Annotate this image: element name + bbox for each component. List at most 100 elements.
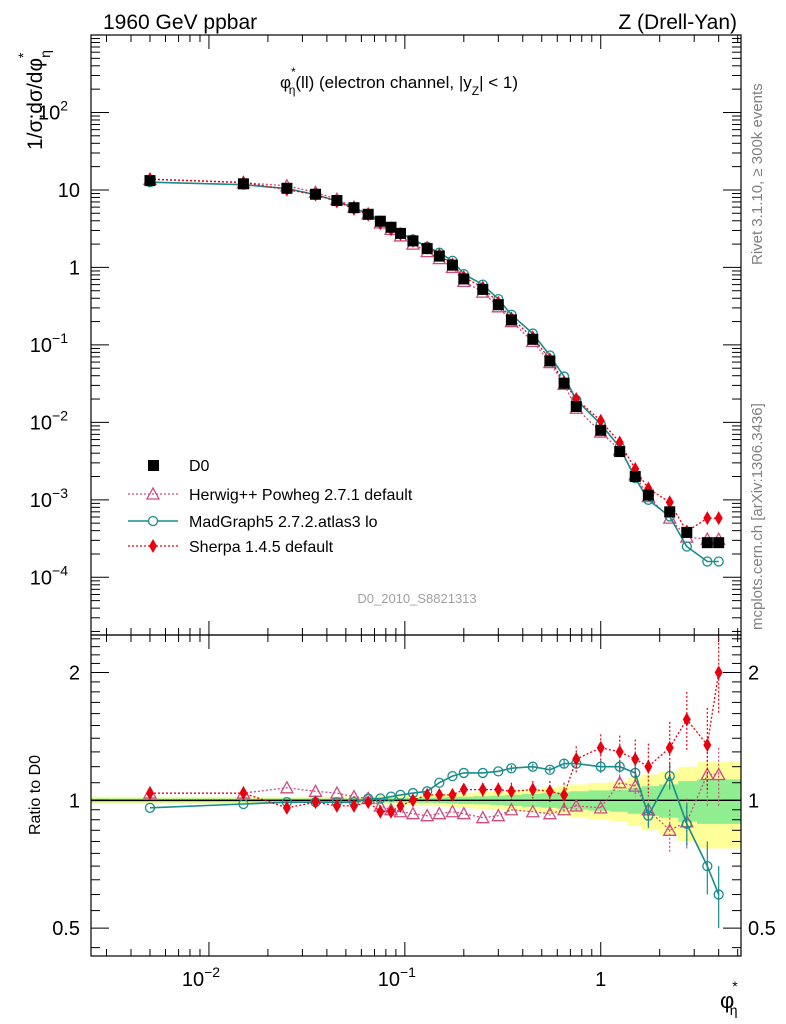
- main-point-square: [281, 182, 293, 194]
- main-point-square: [629, 471, 641, 483]
- header-left: 1960 GeV ppbar: [103, 11, 257, 34]
- ratio-y-tick-label: 2: [69, 662, 80, 684]
- ratio-point-circle: [144, 802, 156, 813]
- ratio-panel: 10−2 10−1 10.5 0.51 12 2 Ratio to D0 φ* η: [27, 634, 776, 1018]
- ratio-point-diamond: [560, 787, 569, 802]
- ratio-point-triangle: [329, 785, 344, 799]
- main-point-square: [421, 243, 433, 255]
- ratio-point-diamond: [507, 784, 516, 799]
- main-point-square: [331, 195, 343, 207]
- ratio-point-triangle: [711, 767, 726, 781]
- main-point-square: [544, 355, 556, 367]
- ratio-point-triangle: [612, 775, 627, 789]
- y-tick-label: 10−3: [30, 485, 68, 512]
- ratio-point-triangle: [569, 798, 584, 812]
- ratio-point-diamond: [311, 795, 320, 810]
- ratio-band-outer: [91, 762, 741, 849]
- ratio-point-diamond: [545, 784, 554, 799]
- rivet-label: Rivet 3.1.10, ≥ 300k events: [749, 83, 766, 265]
- main-point-square: [713, 537, 725, 549]
- ratio-point-diamond: [376, 804, 385, 819]
- ratio-point-triangle: [475, 810, 490, 824]
- ratio-point-triangle: [420, 808, 435, 822]
- main-point-square: [310, 188, 322, 200]
- main-point-square: [595, 424, 607, 436]
- legend-entry-data: D0: [148, 458, 210, 475]
- ratio-frame: [90, 634, 742, 957]
- main-point-square: [394, 227, 406, 239]
- ratio-point-circle: [614, 761, 625, 772]
- ratio-point-circle: [458, 767, 469, 779]
- main-point-square: [144, 175, 156, 187]
- ylabel-sub: η: [37, 50, 53, 58]
- main-point-square: [348, 202, 360, 214]
- y-tick-label: 10: [58, 180, 80, 202]
- y-tick-exp: −1: [52, 330, 68, 346]
- ratio-y-tick-label: 1: [69, 790, 80, 812]
- ratio-y-tick-label-right: 1: [748, 790, 759, 812]
- analysis-id: D0_2010_S8821313: [357, 591, 476, 606]
- title-rest: (ll) (electron channel, |y: [295, 73, 472, 92]
- main-point-square: [385, 221, 397, 233]
- main-title: φ* η(ll) (electron channel, |yZ| < 1): [280, 65, 518, 98]
- title-sub: η: [289, 83, 296, 97]
- ratio-y-tick-label-right: 2: [748, 662, 759, 684]
- main-point-square: [446, 259, 458, 271]
- ratio-point-diamond: [459, 782, 468, 797]
- ratio-point-diamond: [349, 798, 358, 813]
- ratio-point-triangle: [542, 806, 557, 820]
- ratio-point-diamond: [364, 795, 373, 810]
- header-right: Z (Drell-Yan): [618, 11, 737, 34]
- ratio-point-diamond: [631, 752, 640, 767]
- ratio-point-circle: [713, 889, 724, 900]
- ratio-point-circle: [643, 810, 654, 821]
- legend-label-herwig: Herwig++ Powheg 2.7.1 default: [189, 487, 413, 504]
- ratio-point-diamond: [528, 782, 537, 797]
- main-point-triangle: [662, 510, 677, 524]
- ratio-axis-ticks: 10−2 10−1 10.5 0.51 12 2: [52, 635, 776, 991]
- legend-marker-diamond: [149, 539, 157, 553]
- legend: D0 Herwig++ Powheg 2.7.1 default MadGrap…: [128, 458, 413, 556]
- y-tick-exp: 2: [60, 97, 68, 113]
- y-tick-base: 10: [30, 490, 52, 512]
- ratio-point-circle: [558, 758, 570, 769]
- main-point-square: [362, 208, 374, 220]
- x-tick-label: 1: [595, 969, 606, 991]
- x-tick-base: 10: [378, 969, 400, 991]
- ratio-point-diamond: [435, 787, 444, 802]
- main-point-square: [527, 333, 539, 345]
- y-tick-exp: −3: [52, 485, 68, 501]
- ratio-point-diamond: [332, 798, 341, 813]
- main-point-square: [558, 377, 570, 389]
- ratio-point-diamond: [145, 786, 154, 801]
- ratio-point-triangle: [491, 808, 506, 822]
- ratio-point-circle: [477, 767, 488, 779]
- y-tick-base: 10: [38, 102, 60, 124]
- ratio-point-diamond: [682, 712, 691, 727]
- y-tick-exp: −2: [52, 407, 68, 423]
- main-point-square: [642, 489, 654, 501]
- main-line-circle: [149, 181, 719, 563]
- svg-text:1/σ;dσ/dφη*: 1/σ;dσ/dφη *: [15, 50, 53, 150]
- ratio-point-circle: [595, 761, 606, 772]
- ratio-point-triangle: [556, 802, 572, 816]
- ratio-y-tick-label: 0.5: [52, 918, 80, 940]
- y-tick-base: 1: [69, 257, 80, 279]
- ratio-point-circle: [506, 763, 517, 774]
- legend-label-data: D0: [189, 458, 210, 475]
- ratio-point-triangle: [405, 806, 421, 820]
- ratio-point-diamond: [282, 800, 291, 815]
- main-point-square: [664, 506, 676, 518]
- main-point-square: [570, 401, 582, 413]
- ratio-point-diamond: [714, 665, 723, 680]
- ratio-point-triangle: [628, 778, 643, 792]
- ratio-point-triangle: [662, 822, 677, 836]
- main-point-diamond: [615, 435, 624, 450]
- main-point-square: [505, 314, 517, 326]
- main-point-diamond: [665, 495, 674, 510]
- ratio-point-diamond: [396, 798, 405, 813]
- y-tick-base: 10: [30, 335, 52, 357]
- main-ylabel: 1/σ;dσ/dφη *: [15, 50, 53, 150]
